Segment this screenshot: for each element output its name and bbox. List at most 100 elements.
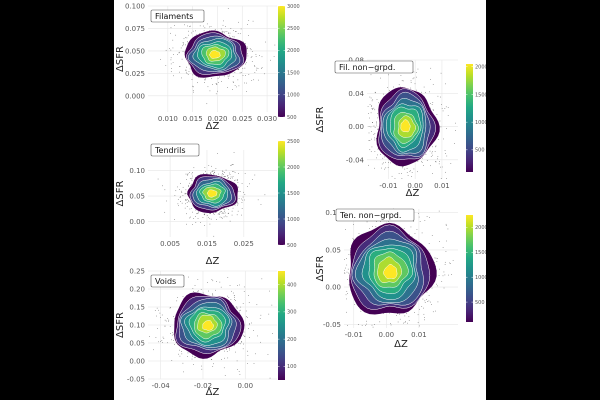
scatter-point <box>415 89 417 91</box>
scatter-point <box>165 65 167 66</box>
scatter-point <box>237 203 239 205</box>
y-tick-label: -0.05 <box>127 376 145 384</box>
scatter-point <box>224 171 225 173</box>
title-box <box>334 60 414 74</box>
scatter-point <box>230 176 232 178</box>
scatter-point <box>372 99 374 101</box>
scatter-point <box>234 180 235 181</box>
y-tick-label: -0.04 <box>346 156 365 164</box>
scatter-point <box>194 357 195 359</box>
scatter-point <box>243 343 244 345</box>
scatter-point <box>165 49 167 51</box>
scatter-point <box>374 91 376 93</box>
scatter-point <box>381 167 382 169</box>
scatter-point <box>417 171 418 173</box>
scatter-point <box>238 21 239 23</box>
scatter-point <box>201 365 203 367</box>
scatter-point <box>409 171 411 172</box>
scatter-point <box>213 174 215 175</box>
scatter-point <box>206 215 208 216</box>
scatter-point <box>377 148 379 150</box>
y-tick-label: 0.05 <box>325 246 341 254</box>
scatter-point <box>222 32 224 34</box>
scatter-point <box>186 179 187 180</box>
scatter-point <box>226 207 228 209</box>
scatter-point <box>195 176 196 178</box>
scatter-point <box>192 288 194 289</box>
scatter-point <box>193 291 194 292</box>
scatter-point <box>369 117 370 119</box>
scatter-point <box>204 213 206 215</box>
scatter-point <box>446 240 447 242</box>
scatter-point <box>171 68 172 69</box>
scatter-point <box>370 151 372 153</box>
scatter-point <box>221 81 222 82</box>
panel-title-text: Voids <box>155 277 176 286</box>
scatter-point <box>190 32 192 34</box>
scatter-point <box>423 313 425 315</box>
scatter-point <box>210 173 211 174</box>
scatter-point <box>252 20 254 22</box>
panel-title: Fil. non−grpd. <box>334 60 414 74</box>
scatter-point <box>239 33 241 35</box>
y-tick-label: 0.05 <box>129 193 145 201</box>
scatter-point <box>193 364 194 365</box>
gridlines <box>148 5 277 112</box>
scatter-point <box>185 37 186 39</box>
scatter-point <box>173 339 174 341</box>
scatter-point <box>223 174 224 175</box>
scatter-point <box>435 161 437 163</box>
scatter-point <box>383 156 385 158</box>
scatter-point <box>448 274 449 276</box>
x-axis-label: ΔZ <box>206 121 220 132</box>
scatter-point <box>189 182 190 184</box>
scatter-point <box>434 261 435 263</box>
scatter-point <box>436 114 438 115</box>
scatter-point <box>237 186 239 188</box>
scatter-point <box>369 96 371 98</box>
scatter-point <box>222 349 224 350</box>
scatter-point <box>426 299 427 300</box>
x-tick-label: 0.005 <box>160 240 180 248</box>
scatter-point <box>430 107 431 109</box>
scatter-point <box>251 56 253 57</box>
scatter-point <box>179 349 180 351</box>
scatter-point <box>371 105 372 106</box>
scatter-point <box>228 77 229 79</box>
scatter-point <box>233 30 234 32</box>
scatter-point <box>173 316 174 317</box>
scatter-point <box>371 100 373 102</box>
scatter-point <box>211 171 213 172</box>
scatter-point <box>244 67 246 69</box>
scatter-point <box>186 66 187 68</box>
scatter-point <box>410 87 412 89</box>
figure-svg: 0.010 0.015 0.020 0.025 0.0300.0000.0250.050… <box>115 3 486 399</box>
scatter-point <box>264 194 266 196</box>
scatter-point <box>233 152 235 153</box>
scatter-point <box>401 178 403 179</box>
scatter-point <box>437 95 439 97</box>
scatter-point <box>347 268 349 270</box>
scatter-point <box>352 237 354 239</box>
scatter-point <box>368 113 369 114</box>
colorbar-tick-label: 2000 <box>475 225 486 231</box>
scatter-point <box>156 315 157 317</box>
scatter-point <box>255 53 257 55</box>
scatter-point <box>442 110 444 112</box>
scatter-point <box>233 82 234 83</box>
scatter-point <box>195 221 197 223</box>
scatter-point <box>211 359 212 360</box>
scatter-point <box>236 202 238 204</box>
scatter-point <box>232 171 233 172</box>
scatter-point <box>251 51 253 52</box>
x-tick-label: 0.00 <box>379 331 395 339</box>
scatter-point <box>211 165 212 167</box>
scatter-point <box>185 189 187 191</box>
scatter-point <box>245 310 247 312</box>
scatter-point <box>241 202 243 203</box>
scatter-point <box>185 44 186 46</box>
scatter-point <box>239 191 241 192</box>
scatter-point <box>227 8 229 9</box>
scatter-point <box>235 351 236 353</box>
scatter-point <box>398 173 400 174</box>
